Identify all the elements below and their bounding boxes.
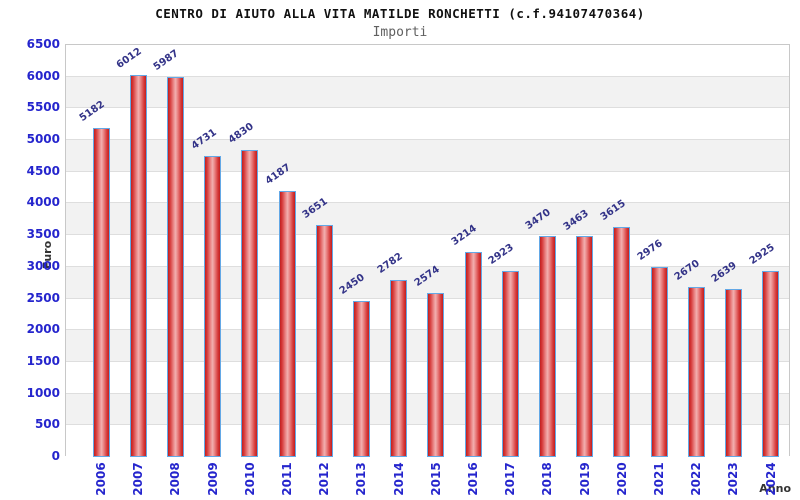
gridline <box>66 234 789 236</box>
y-tick-label: 2500 <box>26 290 60 305</box>
x-tick-label: 2013 <box>354 462 369 496</box>
bar-2020 <box>613 226 631 457</box>
plot-band <box>66 235 789 267</box>
bar-2006 <box>92 127 110 457</box>
x-tick-label: 2023 <box>726 462 741 496</box>
y-tick-label: 6500 <box>26 37 60 51</box>
y-tick-label: 500 <box>34 417 60 432</box>
plot-band <box>66 76 789 109</box>
x-tick-label: 2017 <box>503 462 518 496</box>
plot-band <box>66 140 789 172</box>
bar-2014 <box>390 279 408 457</box>
y-tick-label: 1000 <box>26 385 60 400</box>
y-tick-label: 4500 <box>26 163 60 178</box>
y-tick-label: 6000 <box>26 68 60 83</box>
plot-band <box>66 171 789 204</box>
x-tick-label: 2016 <box>466 462 480 496</box>
gridline <box>66 265 789 267</box>
bar-2023 <box>724 288 742 457</box>
chart-subtitle: Importi <box>372 25 428 40</box>
bar-2018 <box>538 236 556 457</box>
x-tick-label: 2012 <box>317 462 332 496</box>
bar-2015 <box>427 292 445 457</box>
x-tick-label: 2006 <box>94 462 108 496</box>
x-tick-label: 2019 <box>577 462 592 496</box>
gridline <box>66 202 789 204</box>
bar-2010 <box>241 149 259 457</box>
bar-2017 <box>501 270 519 457</box>
x-axis-label: Anno <box>759 482 791 495</box>
bar-2011 <box>278 190 296 457</box>
x-tick-label: 2010 <box>242 462 257 496</box>
gridline <box>66 139 789 141</box>
x-tick-label: 2007 <box>131 462 146 496</box>
chart-title: CENTRO DI AIUTO ALLA VITA MATILDE RONCHE… <box>155 6 645 21</box>
gridline <box>66 170 789 172</box>
x-tick-label: 2008 <box>168 462 183 496</box>
y-tick-label: 5500 <box>26 100 60 115</box>
x-tick-label: 2009 <box>205 462 220 496</box>
y-tick-label: 0 <box>51 449 60 463</box>
x-tick-label: 2011 <box>280 462 294 496</box>
bar-2007 <box>129 74 147 457</box>
y-tick-label: 4000 <box>26 195 60 210</box>
x-tick-label: 2020 <box>614 462 629 496</box>
bar-2008 <box>166 76 184 457</box>
y-tick-label: 3000 <box>26 258 60 273</box>
bar-2022 <box>687 286 705 457</box>
bar-2016 <box>464 252 482 457</box>
gridline <box>66 75 789 77</box>
bar-2021 <box>650 267 668 457</box>
plot-band <box>66 45 789 77</box>
gridline <box>66 107 789 109</box>
x-tick-label: 2014 <box>391 462 406 496</box>
y-tick-label: 1500 <box>26 353 60 368</box>
x-tick-label: 2024 <box>763 462 778 496</box>
bar-2024 <box>762 270 780 457</box>
x-tick-label: 2018 <box>540 462 555 496</box>
y-tick-label: 2000 <box>26 322 60 337</box>
plot-band <box>66 203 789 236</box>
y-tick-label: 3500 <box>26 227 60 242</box>
x-tick-label: 2022 <box>689 462 704 496</box>
bar-2013 <box>352 300 370 457</box>
x-tick-label: 2015 <box>428 462 443 496</box>
bar-2019 <box>576 236 594 457</box>
plot-band <box>66 108 789 141</box>
bar-2012 <box>315 224 333 457</box>
bar-2009 <box>204 156 222 457</box>
x-tick-label: 2021 <box>652 462 666 496</box>
y-tick-label: 5000 <box>26 132 60 147</box>
